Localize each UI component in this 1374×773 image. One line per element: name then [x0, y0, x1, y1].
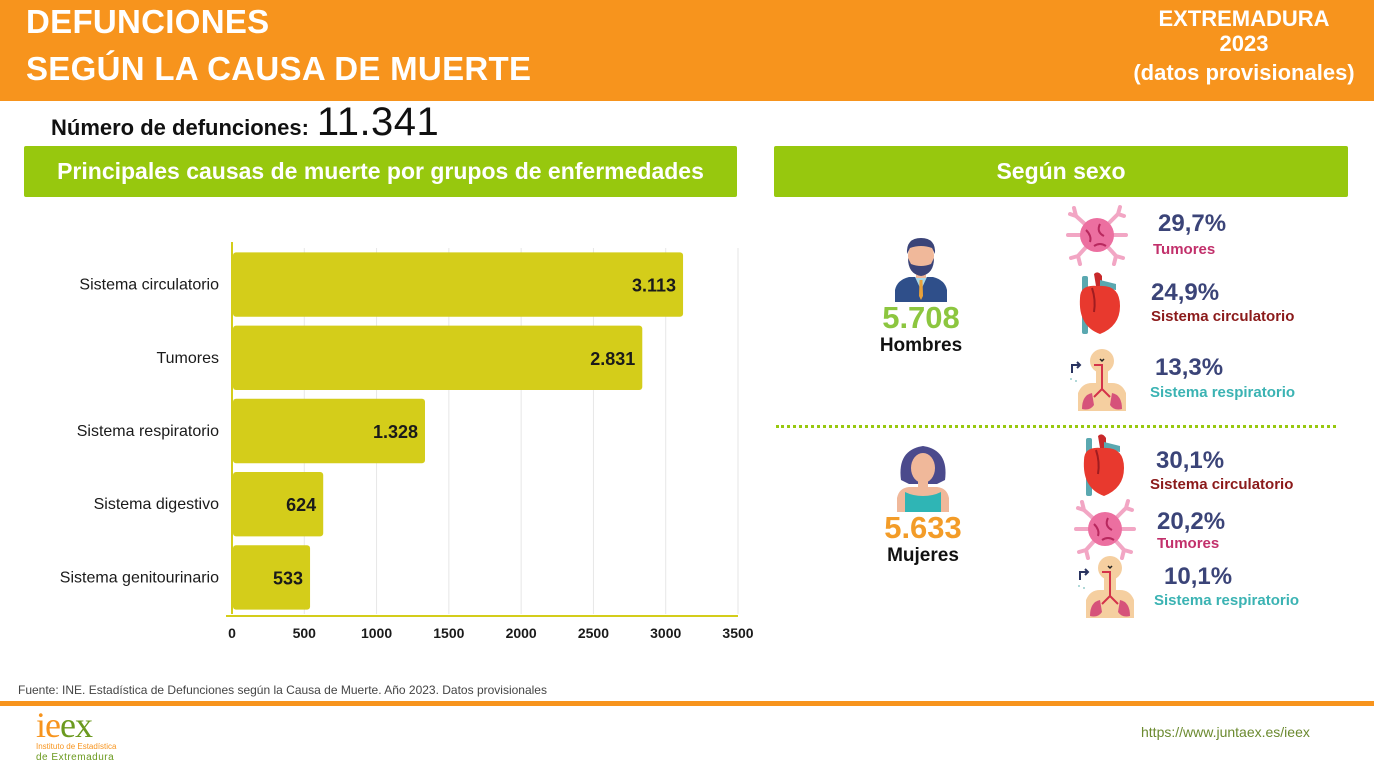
header-banner: DEFUNCIONES SEGÚN LA CAUSA DE MUERTE EXT… — [0, 0, 1374, 101]
category-label: Sistema circulatorio — [79, 277, 219, 294]
women-cause-1-pct: 30,1% — [1156, 447, 1225, 474]
men-cause-1-pct: 29,7% — [1158, 210, 1227, 237]
women-cause-3-name: Sistema respiratorio — [1154, 592, 1300, 609]
men-cause-2-name: Sistema circulatorio — [1151, 308, 1295, 325]
axes: 0 500 1000 1500 2000 2500 3000 3500 Sistema circ… — [60, 242, 754, 641]
category-label: Sistema digestivo — [94, 496, 219, 513]
bar — [233, 325, 643, 391]
region-name: EXTREMADURA — [1158, 6, 1330, 31]
women-cause-1-name: Sistema circulatorio — [1150, 476, 1294, 493]
x-tick-label: 0 — [228, 625, 236, 641]
total-deaths: Número de defunciones: 11.341 — [51, 100, 440, 144]
total-label: Número de defunciones: — [51, 115, 309, 140]
x-tick-label: 500 — [293, 625, 317, 641]
women-summary: 5.633 Mujeres — [863, 440, 983, 568]
bar-value-label: 3.113 — [632, 276, 676, 296]
women-cause-2-pct: 20,2% — [1157, 508, 1226, 535]
respiratory-system-icon — [1077, 555, 1135, 618]
bar-value-label: 533 — [273, 568, 303, 588]
bar-value-label: 1.328 — [373, 422, 418, 442]
title-line-1: DEFUNCIONES — [26, 3, 270, 40]
x-tick-label: 2500 — [578, 625, 609, 641]
bar — [233, 252, 684, 317]
region-year: 2023 — [1219, 31, 1269, 56]
bar — [233, 471, 324, 537]
x-tick-label: 1000 — [361, 625, 392, 641]
logo-subtitle-1: Instituto de Estadística — [36, 742, 117, 751]
woman-avatar-icon — [897, 446, 949, 512]
women-count: 5.633 — [884, 510, 962, 545]
men-cause-3-pct: 13,3% — [1155, 354, 1224, 381]
category-label: Sistema genitourinario — [60, 569, 219, 586]
bar — [233, 398, 425, 464]
women-label: Mujeres — [887, 545, 959, 566]
footer-divider — [0, 701, 1374, 706]
bar-value-label: 624 — [286, 495, 316, 515]
x-tick-label: 1500 — [433, 625, 464, 641]
category-label: Sistema respiratorio — [77, 423, 219, 440]
man-avatar-icon — [895, 238, 947, 302]
logo-ex: ex — [59, 705, 93, 745]
title-line-2: SEGÚN LA CAUSA DE MUERTE — [26, 50, 532, 87]
bar — [233, 545, 311, 610]
men-cause-2-pct: 24,9% — [1151, 279, 1220, 306]
men-label: Hombres — [879, 335, 963, 356]
source-note: Fuente: INE. Estadística de Defunciones … — [18, 683, 547, 697]
chart-section-banner: Principales causas de muerte por grupos … — [24, 146, 737, 197]
logo-ie: ie — [36, 705, 61, 745]
respiratory-system-icon — [1069, 348, 1127, 411]
x-tick-label: 2000 — [506, 625, 537, 641]
ieex-logo: ieex Instituto de Estadística de Extrema… — [36, 705, 117, 764]
women-cause-2-name: Tumores — [1157, 535, 1220, 552]
total-value: 11.341 — [316, 100, 440, 144]
x-tick-label: 3500 — [722, 625, 753, 641]
category-label: Tumores — [156, 350, 219, 367]
causes-bar-chart: 3.113 2.831 1.328 624 533 0 500 1000 1500 2000 25… — [60, 242, 754, 641]
women-cause-3-pct: 10,1% — [1164, 563, 1233, 590]
website-link[interactable]: https://www.juntaex.es/ieex — [1141, 724, 1310, 740]
x-tick-label: 3000 — [650, 625, 681, 641]
bar-value-label: 2.831 — [590, 349, 635, 369]
tumor-cell-icon — [1066, 205, 1128, 266]
logo-subtitle-2: de Extremadura — [36, 752, 115, 763]
region-block: EXTREMADURA 2023 (datos provisionales) — [1124, 6, 1364, 88]
bars: 3.113 2.831 1.328 624 533 — [233, 252, 684, 610]
sex-divider — [776, 425, 1336, 428]
heart-icon — [1082, 433, 1125, 497]
men-summary: 5.708 Hombres — [861, 230, 981, 358]
men-cause-1-name: Tumores — [1153, 241, 1216, 258]
sex-section-banner: Según sexo — [774, 146, 1348, 197]
men-count: 5.708 — [882, 300, 960, 335]
region-note: (datos provisionales) — [1133, 60, 1355, 85]
heart-icon — [1078, 271, 1121, 335]
men-cause-3-name: Sistema respiratorio — [1150, 384, 1296, 401]
logo-mark: ieex — [36, 705, 117, 745]
